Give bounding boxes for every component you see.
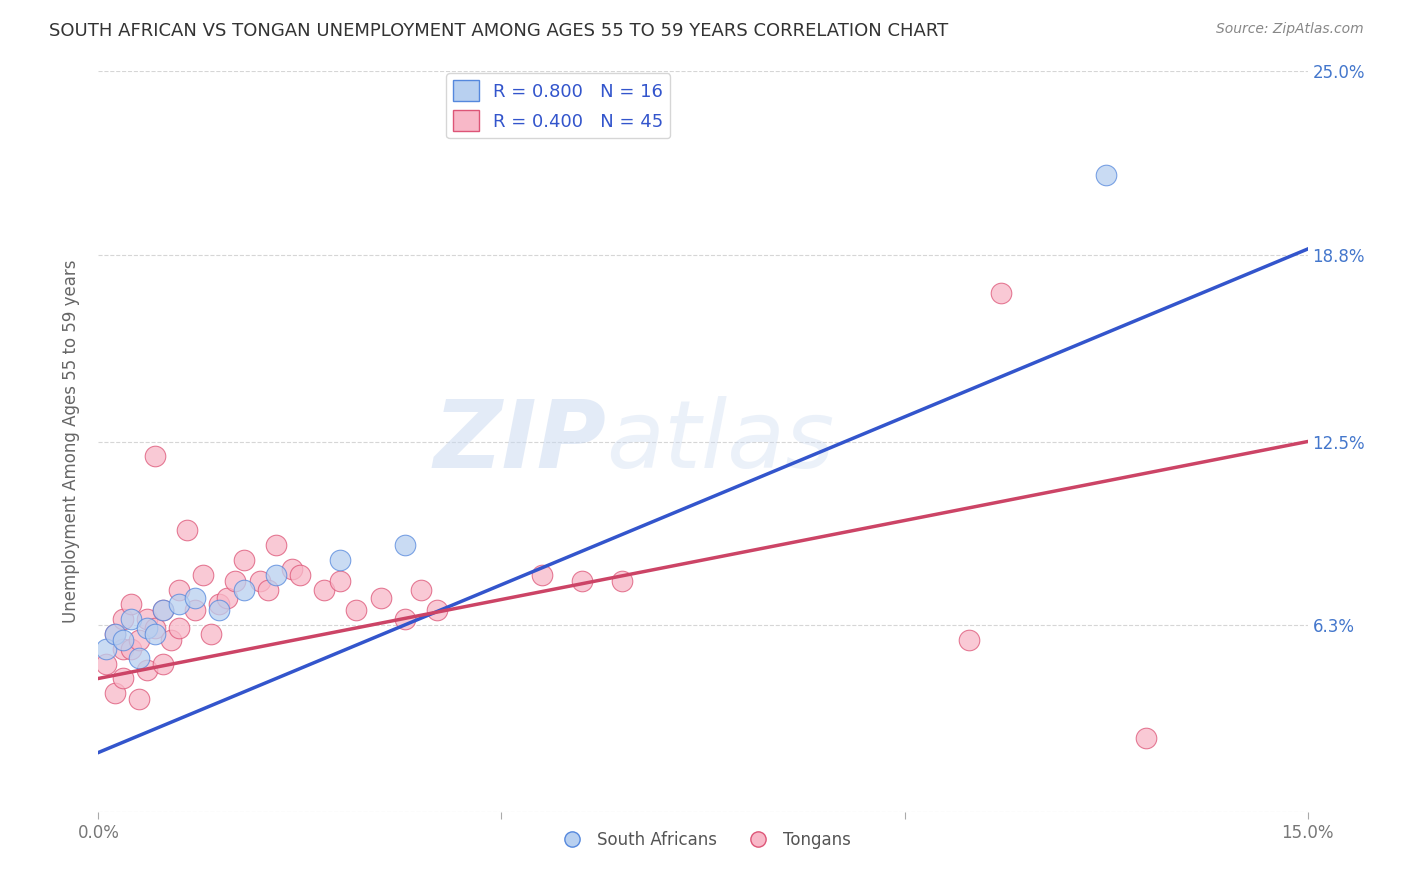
Point xyxy=(1095,168,1118,182)
Point xyxy=(370,591,392,606)
Point xyxy=(128,650,150,665)
Point xyxy=(409,582,432,597)
Point xyxy=(184,591,207,606)
Point xyxy=(256,582,278,597)
Point xyxy=(612,574,634,588)
Point xyxy=(135,663,157,677)
Point xyxy=(152,603,174,617)
Point xyxy=(264,538,287,552)
Point xyxy=(120,612,142,626)
Point xyxy=(288,567,311,582)
Point xyxy=(111,612,134,626)
Point xyxy=(103,627,125,641)
Point xyxy=(103,686,125,700)
Point xyxy=(990,286,1012,301)
Point xyxy=(200,627,222,641)
Point xyxy=(128,632,150,647)
Point xyxy=(135,621,157,635)
Point xyxy=(957,632,980,647)
Point xyxy=(193,567,215,582)
Point xyxy=(217,591,239,606)
Point xyxy=(394,538,416,552)
Point xyxy=(152,657,174,671)
Point xyxy=(281,562,304,576)
Point xyxy=(167,621,190,635)
Point xyxy=(208,603,231,617)
Point xyxy=(1135,731,1157,745)
Point xyxy=(143,621,166,635)
Point xyxy=(143,627,166,641)
Y-axis label: Unemployment Among Ages 55 to 59 years: Unemployment Among Ages 55 to 59 years xyxy=(62,260,80,624)
Point xyxy=(103,627,125,641)
Point xyxy=(160,632,183,647)
Point xyxy=(111,632,134,647)
Point xyxy=(143,450,166,464)
Point xyxy=(314,582,336,597)
Point xyxy=(208,598,231,612)
Point xyxy=(249,574,271,588)
Point xyxy=(120,641,142,656)
Text: ZIP: ZIP xyxy=(433,395,606,488)
Point xyxy=(224,574,246,588)
Point xyxy=(96,657,118,671)
Point xyxy=(135,612,157,626)
Text: atlas: atlas xyxy=(606,396,835,487)
Point xyxy=(128,692,150,706)
Point xyxy=(167,598,190,612)
Point xyxy=(329,574,352,588)
Point xyxy=(426,603,449,617)
Legend: South Africans, Tongans: South Africans, Tongans xyxy=(548,824,858,855)
Point xyxy=(232,582,254,597)
Point xyxy=(232,553,254,567)
Point xyxy=(394,612,416,626)
Point xyxy=(264,567,287,582)
Point xyxy=(120,598,142,612)
Point xyxy=(184,603,207,617)
Point xyxy=(571,574,593,588)
Point xyxy=(96,641,118,656)
Point xyxy=(111,672,134,686)
Text: SOUTH AFRICAN VS TONGAN UNEMPLOYMENT AMONG AGES 55 TO 59 YEARS CORRELATION CHART: SOUTH AFRICAN VS TONGAN UNEMPLOYMENT AMO… xyxy=(49,22,949,40)
Point xyxy=(344,603,367,617)
Point xyxy=(329,553,352,567)
Point xyxy=(176,524,198,538)
Point xyxy=(530,567,553,582)
Point xyxy=(152,603,174,617)
Point xyxy=(167,582,190,597)
Point xyxy=(111,641,134,656)
Text: Source: ZipAtlas.com: Source: ZipAtlas.com xyxy=(1216,22,1364,37)
